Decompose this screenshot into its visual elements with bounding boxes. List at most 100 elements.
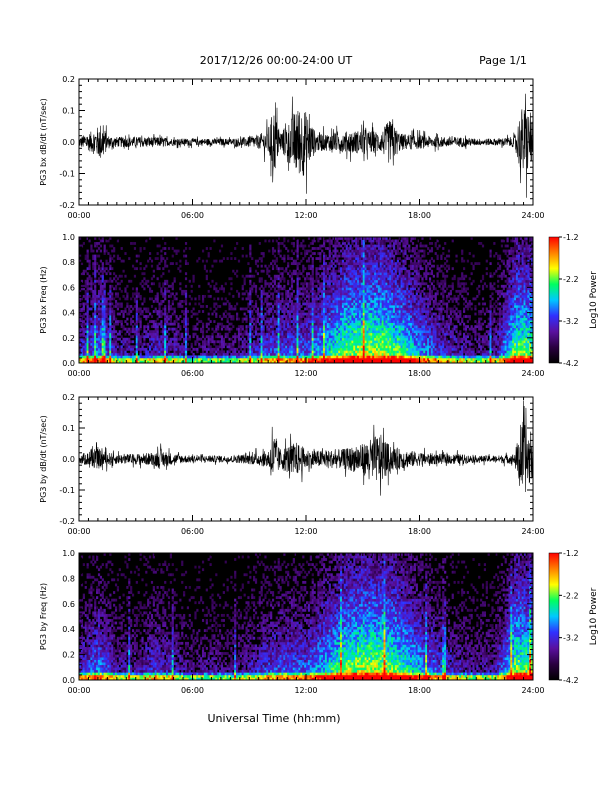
spectrogram-cell: [375, 360, 379, 364]
spectrogram-cell: [164, 264, 167, 268]
spectrogram-cell: [109, 237, 112, 240]
spectrogram-cell: [349, 272, 352, 276]
spectrogram-cell: [256, 320, 260, 323]
spectrogram-cell: [313, 312, 316, 316]
spectrogram-cell: [262, 342, 265, 346]
spectrogram-cell: [192, 274, 195, 278]
spectrogram-cell: [79, 254, 82, 258]
spectrogram-cell: [84, 322, 87, 326]
spectrogram-cell: [279, 317, 282, 321]
spectrogram-cell: [145, 279, 148, 283]
spectrogram-cell: [90, 337, 93, 341]
spectrogram-cell: [192, 352, 195, 356]
spectrogram-cell: [82, 360, 85, 364]
spectrogram-cell: [340, 330, 343, 334]
spectrogram-cell: [254, 360, 258, 364]
spectrogram-cell: [290, 274, 294, 278]
spectrogram-cell: [245, 360, 248, 364]
spectrogram-cell: [283, 332, 286, 336]
spectrogram-cell: [247, 360, 250, 364]
spectrogram-cell: [330, 317, 333, 321]
spectrogram-cell: [353, 320, 356, 323]
spectrogram-cell: [268, 327, 271, 331]
spectrogram-cell: [236, 312, 239, 316]
spectrogram-cell: [169, 345, 172, 349]
spectrogram-cell: [217, 322, 220, 326]
spectrogram-cell: [277, 244, 280, 248]
spectrogram-cell: [99, 337, 102, 341]
spectrogram-cell: [247, 355, 250, 359]
spectrogram-cell: [281, 320, 284, 323]
spectrogram-cell: [366, 272, 369, 276]
spectrogram-cell: [133, 327, 137, 331]
spectrogram-cell: [237, 360, 241, 364]
spectrogram-cell: [139, 297, 142, 301]
spectrogram-cell: [283, 360, 286, 364]
spectrogram-cell: [236, 347, 239, 351]
spectrogram-cell: [262, 315, 265, 318]
spectrogram-cell: [241, 247, 244, 250]
spectrogram-cell: [160, 320, 163, 323]
spectrogram-cell: [99, 284, 102, 288]
spectrogram-cell: [290, 330, 294, 334]
spectrogram-cell: [372, 320, 375, 323]
spectrogram-cell: [364, 252, 367, 255]
spectrogram-cell: [379, 317, 382, 321]
spectrogram-cell: [266, 282, 269, 286]
spectrogram-cell: [111, 302, 114, 306]
spectrogram-cell: [290, 284, 294, 288]
spectrogram-cell: [341, 254, 345, 258]
spectrogram-cell: [298, 297, 301, 301]
spectrogram-cell: [358, 274, 362, 278]
spectrogram-cell: [343, 327, 347, 331]
spectrogram-cell: [139, 317, 142, 321]
spectrogram-cell: [332, 342, 335, 346]
spectrogram-cell: [324, 355, 328, 359]
spectrogram-cell: [307, 259, 311, 263]
spectrogram-cell: [375, 350, 379, 354]
spectrogram-cell: [370, 327, 373, 331]
spectrogram-cell: [164, 322, 167, 326]
spectrogram-cell: [294, 325, 297, 329]
spectrogram-cell: [381, 254, 384, 258]
spectrogram-cell: [319, 337, 322, 341]
spectrogram-cell: [126, 294, 129, 298]
spectrogram-cell: [109, 337, 112, 341]
spectrogram-cell: [353, 340, 356, 344]
spectrogram-cell: [377, 282, 381, 286]
spectrogram-cell: [292, 269, 295, 273]
spectrogram-cell: [99, 347, 102, 351]
spectrogram-cell: [319, 274, 322, 278]
spectrogram-cell: [370, 279, 373, 283]
spectrogram-cell: [338, 337, 341, 341]
spectrogram-cell: [232, 325, 235, 329]
spectrogram-cell: [277, 249, 280, 253]
spectrogram-cell: [253, 342, 256, 346]
spectrogram-cell: [230, 347, 233, 351]
spectrogram-cell: [230, 315, 233, 318]
spectrogram-cell: [338, 350, 341, 354]
spectrogram-cell: [364, 352, 367, 356]
spectrogram-cell: [306, 317, 309, 321]
spectrogram-cell: [260, 257, 263, 260]
spectrogram-cell: [332, 287, 335, 291]
spectrogram-cell: [315, 267, 318, 271]
spectrogram-cell: [287, 340, 290, 344]
spectrogram-cell: [343, 237, 347, 240]
spectrogram-cell: [245, 355, 248, 359]
spectrogram-cell: [357, 360, 360, 364]
spectrogram-cell: [309, 284, 312, 288]
spectrogram-cell: [338, 292, 341, 296]
spectrogram-cell: [137, 294, 140, 298]
spectrogram-cell: [351, 345, 354, 349]
spectrogram-cell: [275, 357, 278, 361]
spectrogram-cell: [209, 347, 212, 351]
spectrogram-cell: [345, 320, 348, 323]
spectrogram-cell: [120, 247, 123, 250]
spectrogram-cell: [319, 345, 322, 349]
spectrogram-cell: [332, 297, 335, 301]
spectrogram-cell: [362, 352, 365, 356]
spectrogram-cell: [264, 320, 267, 323]
spectrogram-cell: [192, 327, 195, 331]
spectrogram-cell: [268, 307, 271, 311]
